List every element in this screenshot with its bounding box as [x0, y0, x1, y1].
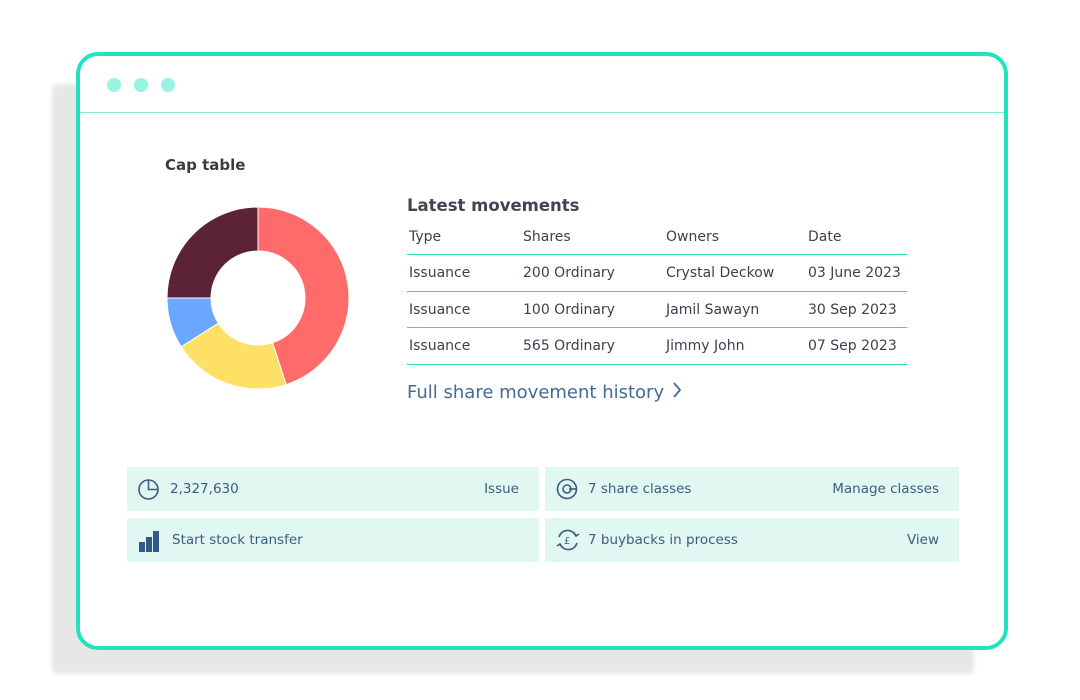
table-row: Issuance 565 Ordinary Jimmy John 07 Sep … — [407, 328, 907, 365]
issue-button[interactable]: Issue — [484, 481, 519, 497]
latest-movements-title: Latest movements — [407, 196, 580, 215]
column-header-date: Date — [808, 229, 842, 245]
donut-slice-2 — [180, 322, 287, 390]
share-classes-count: 7 share classes — [588, 481, 692, 497]
movements-table: Type Shares Owners Date Issuance 200 Ord… — [407, 226, 907, 365]
row-shares: 565 Ordinary — [523, 338, 615, 354]
row-type: Issuance — [409, 265, 471, 281]
table-row: Issuance 100 Ordinary Jamil Sawayn 30 Se… — [407, 292, 907, 328]
row-owner: Crystal Deckow — [666, 265, 775, 281]
buybacks-tile: £ 7 buybacks in process View — [545, 518, 959, 562]
row-owner: Jamil Sawayn — [666, 301, 760, 318]
donut-slice-4 — [166, 206, 259, 299]
cap-table-title: Cap table — [165, 156, 246, 174]
pie-chart-icon — [137, 477, 161, 501]
stock-transfer-tile[interactable]: Start stock transfer — [127, 518, 539, 562]
table-header-row: Type Shares Owners Date — [407, 226, 907, 255]
row-date: 30 Sep 2023 — [808, 301, 897, 318]
view-buybacks-button[interactable]: View — [906, 532, 939, 548]
window-dot-2[interactable] — [134, 78, 148, 92]
row-type: Issuance — [409, 338, 471, 354]
table-row: Issuance 200 Ordinary Crystal Deckow 03 … — [407, 255, 907, 292]
bar-chart-icon — [137, 528, 161, 552]
buybacks-count: 7 buybacks in process — [588, 532, 738, 548]
row-type: Issuance — [409, 301, 471, 318]
row-owner: Jimmy John — [666, 338, 745, 354]
share-history-link[interactable]: Full share movement history — [407, 382, 682, 403]
total-shares-value: 2,327,630 — [170, 481, 239, 497]
donut-slice-1 — [257, 206, 350, 386]
share-history-link-label: Full share movement history — [407, 382, 665, 403]
shares-tile: 2,327,630 Issue — [127, 467, 539, 511]
share-classes-icon — [555, 477, 579, 501]
column-header-type: Type — [409, 229, 442, 245]
app-window: Cap table Latest movements Type Shares O… — [76, 52, 1008, 650]
title-bar — [80, 56, 1004, 113]
row-date: 07 Sep 2023 — [808, 338, 897, 354]
window-dot-3[interactable] — [161, 78, 175, 92]
row-shares: 200 Ordinary — [523, 265, 615, 281]
row-shares: 100 Ordinary — [523, 301, 615, 318]
column-header-owners: Owners — [666, 229, 720, 245]
window-dot-1[interactable] — [107, 78, 121, 92]
row-date: 03 June 2023 — [808, 265, 901, 281]
share-classes-tile: 7 share classes Manage classes — [545, 467, 959, 511]
svg-text:£: £ — [564, 536, 570, 547]
cap-table-donut-chart — [166, 206, 350, 390]
pound-cycle-icon: £ — [555, 528, 580, 552]
start-stock-transfer-label: Start stock transfer — [172, 532, 303, 548]
chevron-right-icon — [672, 382, 682, 403]
manage-classes-button[interactable]: Manage classes — [832, 481, 939, 497]
column-header-shares: Shares — [523, 229, 571, 245]
